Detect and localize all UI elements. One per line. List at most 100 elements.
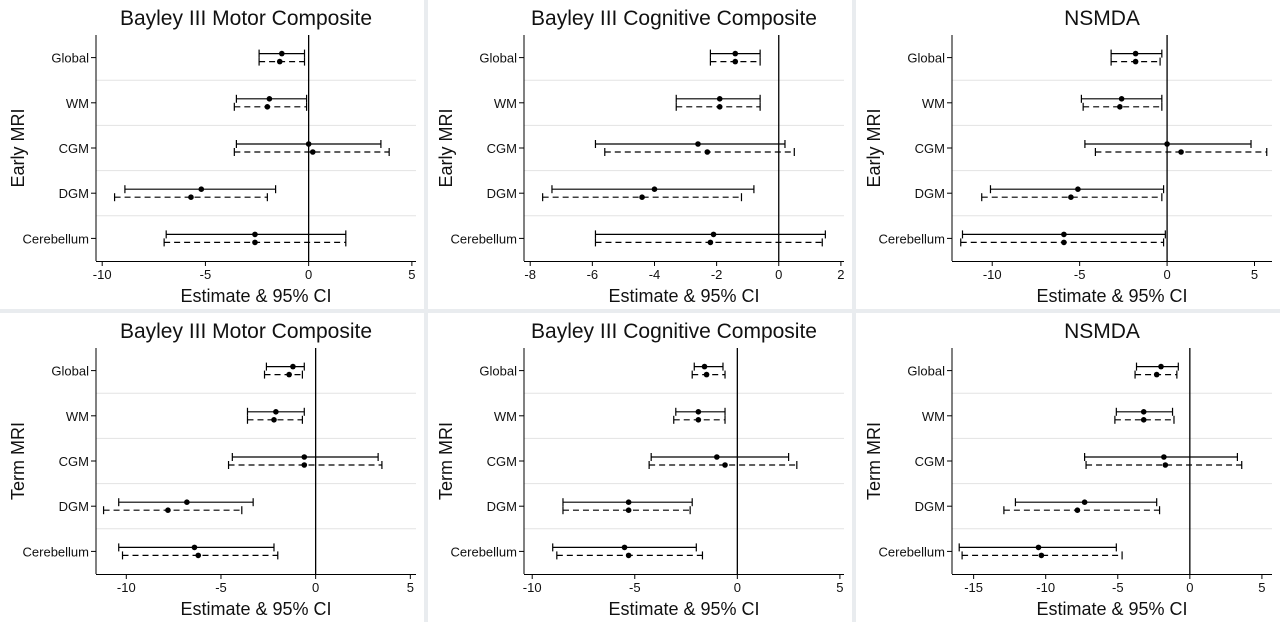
x-axis-label: Estimate & 95% CI <box>180 286 331 306</box>
plot-area <box>952 35 1272 261</box>
estimate-point <box>264 104 271 110</box>
estimate-point <box>198 186 205 192</box>
forest-chart: Bayley III Motor Composite Global WM CGM DGM… <box>8 7 416 306</box>
estimate-point <box>625 507 632 513</box>
y-tick-label: WM <box>494 96 517 111</box>
panel-title: NSMDA <box>1064 7 1140 30</box>
estimate-point <box>625 499 632 505</box>
estimate-point <box>1161 454 1167 460</box>
x-tick-label: -4 <box>649 267 661 282</box>
y-tick-label: Cerebellum <box>451 544 517 559</box>
estimate-point <box>252 231 258 238</box>
estimate-point <box>1117 104 1123 110</box>
y-tick-label: CGM <box>915 141 945 156</box>
y-tick-label: Cerebellum <box>879 231 945 246</box>
y-tick-label: Cerebellum <box>879 544 945 559</box>
panel-title: Bayley III Cognitive Composite <box>531 320 817 343</box>
y-tick-label: WM <box>494 409 517 424</box>
x-tick-label: -10 <box>1036 580 1055 595</box>
x-axis-label: Estimate & 95% CI <box>180 599 331 619</box>
forest-panel-5: Bayley III Cognitive Composite Global WM CG… <box>428 313 852 622</box>
panel-title: Bayley III Motor Composite <box>120 7 372 30</box>
estimate-point <box>309 149 316 155</box>
estimate-point <box>1158 363 1164 370</box>
forest-panel-2: Bayley III Cognitive Composite Global WM CG… <box>428 0 852 309</box>
y-tick-label: Global <box>907 364 945 379</box>
estimate-point <box>1132 58 1139 65</box>
x-axis-label: Estimate & 95% CI <box>1036 286 1187 306</box>
estimate-point <box>276 58 283 65</box>
y-tick-label: WM <box>66 409 89 424</box>
y-tick-label: CGM <box>487 141 517 156</box>
forest-chart: NSMDA Global WM CGM DGM Cerebellum -10 -5 0 5 Esti… <box>864 7 1272 306</box>
estimate-point <box>1178 149 1184 155</box>
plot-area <box>524 348 844 574</box>
estimate-point <box>286 371 292 378</box>
estimate-point <box>271 417 277 423</box>
y-tick-label: CGM <box>487 454 517 469</box>
x-tick-label: 0 <box>1186 580 1193 595</box>
estimate-point <box>1140 417 1147 423</box>
estimate-point <box>266 96 273 102</box>
estimate-point <box>704 149 711 155</box>
x-tick-label: -8 <box>524 267 536 282</box>
y-tick-label: WM <box>922 96 945 111</box>
estimate-point <box>732 58 739 65</box>
x-tick-label: -2 <box>711 267 723 282</box>
forest-chart: Bayley III Motor Composite Global WM CGM DGM… <box>8 320 416 619</box>
estimate-point <box>716 104 723 110</box>
x-tick-label: 0 <box>1163 267 1170 282</box>
forest-panel-4: Bayley III Motor Composite Global WM CGM DGM… <box>0 313 424 622</box>
forest-panel-6: NSMDA Global WM CGM DGM Cerebellum -15 -10 -5 0 5 E… <box>856 313 1280 622</box>
estimate-point <box>732 50 739 57</box>
estimate-point <box>252 239 258 246</box>
forest-chart: NSMDA Global WM CGM DGM Cerebellum -15 -10 -5 0 5 E… <box>864 320 1272 619</box>
y-tick-label: DGM <box>59 186 89 201</box>
panel-title: Bayley III Cognitive Composite <box>531 7 817 30</box>
estimate-point <box>695 409 702 415</box>
estimate-point <box>1162 462 1169 468</box>
plot-area <box>96 35 416 261</box>
estimate-point <box>1153 371 1160 378</box>
estimate-point <box>301 454 308 460</box>
y-axis-label: Early MRI <box>864 108 884 187</box>
forest-chart: Bayley III Cognitive Composite Global WM CG… <box>436 7 845 306</box>
estimate-point <box>305 141 312 147</box>
estimate-point <box>1132 50 1139 57</box>
panel-title: NSMDA <box>1064 320 1140 343</box>
estimate-point <box>188 194 194 200</box>
y-axis-label: Early MRI <box>436 108 456 187</box>
x-tick-label: 5 <box>408 267 415 282</box>
estimate-point <box>279 50 285 57</box>
y-tick-label: WM <box>66 96 89 111</box>
estimate-point <box>1140 409 1147 415</box>
x-tick-label: 5 <box>407 580 414 595</box>
estimate-point <box>290 363 296 370</box>
estimate-point <box>1164 141 1170 147</box>
estimate-point <box>651 186 658 192</box>
estimate-point <box>1068 194 1074 200</box>
x-tick-label: -6 <box>587 267 599 282</box>
estimate-point <box>714 454 720 460</box>
x-tick-label: 5 <box>1251 267 1258 282</box>
estimate-point <box>710 231 717 238</box>
y-tick-label: DGM <box>915 186 945 201</box>
y-tick-label: Global <box>479 51 517 66</box>
estimate-point <box>1035 544 1042 551</box>
plot-area <box>96 348 416 574</box>
estimate-point <box>621 544 628 551</box>
estimate-point <box>1038 552 1045 559</box>
x-tick-label: 0 <box>312 580 319 595</box>
estimate-point <box>695 417 702 423</box>
y-tick-label: WM <box>922 409 945 424</box>
x-tick-label: 5 <box>1258 580 1265 595</box>
x-tick-label: 0 <box>734 580 741 595</box>
estimate-point <box>1075 186 1081 192</box>
estimate-point <box>695 141 701 147</box>
estimate-point <box>1118 96 1125 102</box>
y-axis-label: Term MRI <box>864 422 884 500</box>
estimate-point <box>1074 507 1081 513</box>
y-tick-label: DGM <box>487 499 517 514</box>
y-tick-label: DGM <box>59 499 89 514</box>
